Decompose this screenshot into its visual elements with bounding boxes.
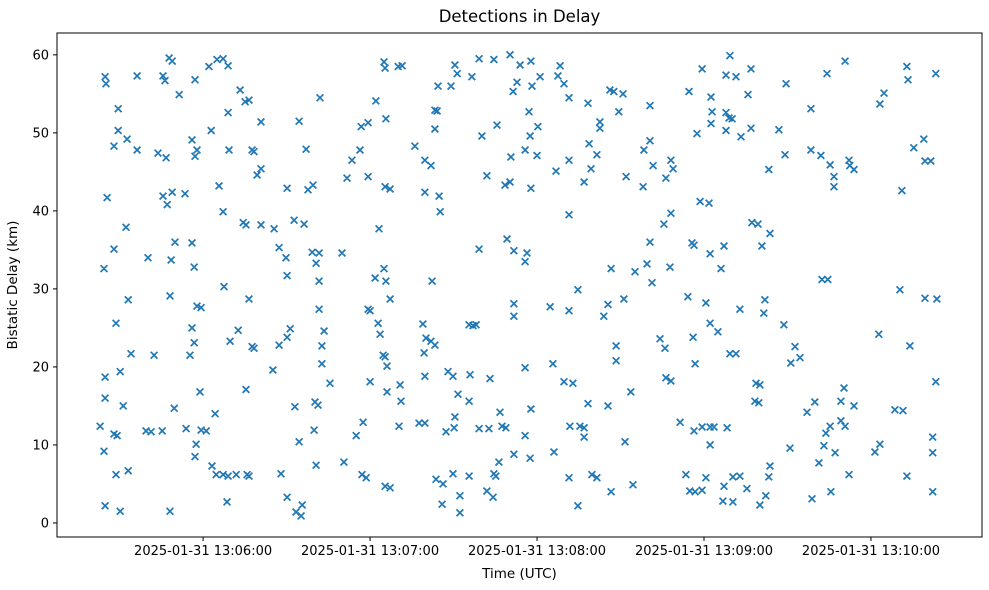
scatter-markers xyxy=(96,50,941,520)
y-tick-label: 20 xyxy=(32,360,49,375)
x-axis-ticks: 2025-01-31 13:06:00 2025-01-31 13:07:00 20… xyxy=(134,537,940,559)
x-tick-label: 2025-01-31 13:10:00 xyxy=(802,544,940,559)
y-axis-ticks: 0 10 20 30 40 50 60 xyxy=(32,48,57,531)
y-axis-label: Bistatic Delay (km) xyxy=(5,221,21,350)
plot-area-border xyxy=(56,32,983,538)
y-tick-label: 10 xyxy=(32,438,49,453)
y-tick-label: 40 xyxy=(32,204,49,219)
x-tick-label: 2025-01-31 13:06:00 xyxy=(134,544,272,559)
scatter-marker-crosses xyxy=(96,50,941,520)
y-tick-label: 60 xyxy=(32,48,49,63)
y-tick-label: 50 xyxy=(32,126,49,141)
x-axis-label: Time (UTC) xyxy=(481,566,557,582)
y-tick-label: 30 xyxy=(32,282,49,297)
y-tick-label: 0 xyxy=(41,516,49,531)
x-tick-label: 2025-01-31 13:09:00 xyxy=(635,544,773,559)
x-tick-label: 2025-01-31 13:08:00 xyxy=(468,544,606,559)
x-tick-label: 2025-01-31 13:07:00 xyxy=(301,544,439,559)
chart-title: Detections in Delay xyxy=(439,7,601,26)
